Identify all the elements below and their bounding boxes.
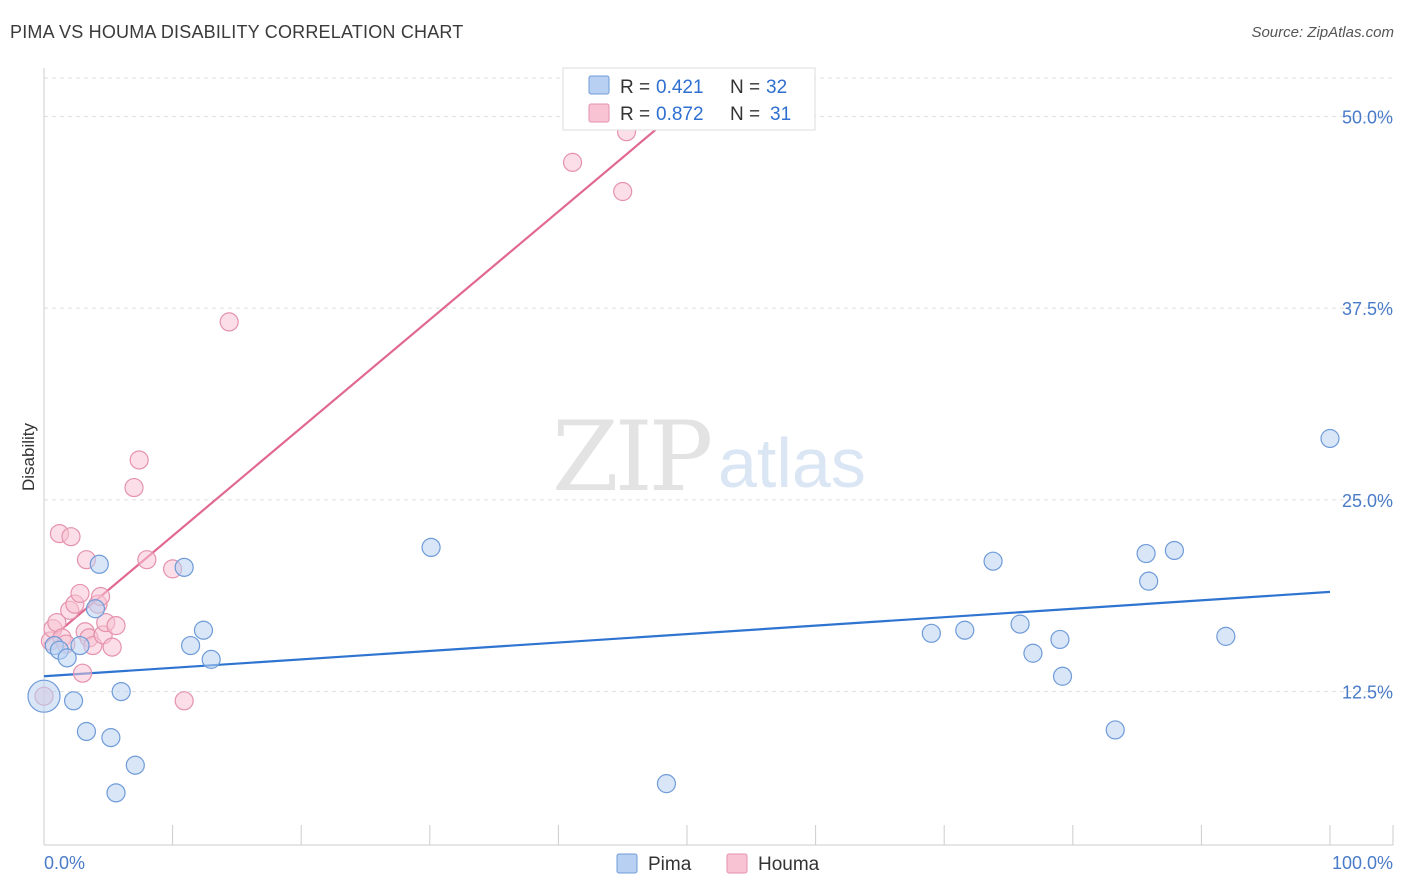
series-legend-swatch-pima: [616, 853, 638, 874]
points-layer: [27, 122, 1340, 803]
data-point-pima: [1052, 666, 1073, 686]
watermark-zip: ZIP: [552, 401, 711, 513]
data-point-pima: [193, 620, 214, 640]
series-legend: Pima Houma: [616, 853, 820, 875]
y-tick-label: 12.5%: [1342, 683, 1393, 703]
data-point-houma: [613, 181, 633, 202]
trendline-pima: [43, 590, 1331, 678]
data-point-pima: [101, 728, 121, 748]
legend-swatch-pima: [588, 75, 610, 95]
data-point-pima: [27, 679, 61, 713]
legend-pima-r-label: R =: [620, 77, 650, 98]
data-point-pima: [421, 537, 441, 558]
data-point-pima: [1050, 629, 1070, 650]
data-point-pima: [1164, 540, 1184, 561]
data-point-pima: [111, 681, 131, 702]
grid-layer: 12.5% 25.0% 37.5% 50.0%: [44, 77, 1393, 703]
trendline-houma: [43, 115, 673, 645]
series-legend-swatch-houma: [726, 853, 748, 874]
data-point-pima: [89, 554, 109, 574]
data-point-houma: [129, 450, 149, 470]
data-point-pima: [1320, 428, 1340, 449]
x-tick-label-min: 0.0%: [44, 853, 85, 873]
data-point-pima: [76, 721, 97, 742]
data-point-pima: [63, 691, 84, 711]
data-point-pima: [1139, 571, 1159, 591]
data-point-pima: [85, 599, 106, 619]
data-point-pima: [57, 648, 77, 668]
data-point-pima: [174, 557, 194, 577]
data-point-pima: [1023, 643, 1043, 663]
y-tick-label: 25.0%: [1342, 491, 1393, 511]
data-point-pima: [1136, 543, 1156, 564]
data-point-houma: [124, 477, 144, 498]
data-point-houma: [562, 152, 583, 172]
data-point-pima: [1216, 626, 1236, 646]
data-point-pima: [656, 774, 677, 794]
legend-houma-n-value: 31: [770, 104, 791, 125]
data-point-houma: [106, 616, 126, 636]
chart-title: PIMA VS HOUMA DISABILITY CORRELATION CHA…: [10, 22, 464, 42]
legend-houma-r-value: 0.872: [656, 104, 704, 125]
data-point-pima: [106, 783, 126, 803]
series-legend-label-pima: Pima: [648, 854, 692, 875]
series-legend-label-houma: Houma: [758, 854, 820, 875]
data-point-houma: [70, 583, 90, 604]
legend-pima-n-value: 32: [766, 77, 787, 98]
legend-houma-n-label: N =: [730, 104, 760, 125]
data-point-pima: [181, 635, 201, 656]
data-point-houma: [61, 527, 81, 547]
data-point-pima: [70, 635, 90, 656]
legend-pima-n-label: N =: [730, 77, 760, 98]
correlation-legend: R = 0.421 N = 32 R = 0.872 N = 31: [562, 67, 816, 131]
watermark: ZIP atlas: [552, 401, 866, 513]
chart-source: Source: ZipAtlas.com: [1251, 24, 1394, 41]
legend-pima-r-value: 0.421: [656, 77, 704, 98]
data-point-houma: [102, 637, 122, 657]
watermark-atlas: atlas: [718, 424, 866, 502]
y-tick-label: 50.0%: [1342, 107, 1393, 127]
data-point-pima: [955, 620, 975, 640]
y-axis-title: Disability: [19, 422, 38, 491]
data-point-pima: [1010, 614, 1030, 634]
data-point-pima: [1105, 720, 1125, 740]
legend-swatch-houma: [588, 103, 610, 123]
data-point-houma: [219, 312, 239, 332]
data-point-houma: [72, 663, 93, 683]
x-tick-label-max: 100.0%: [1332, 853, 1393, 873]
data-point-pima: [983, 551, 1003, 571]
data-point-houma: [137, 550, 157, 570]
trend-layer: [43, 115, 1331, 678]
data-point-houma: [174, 691, 194, 711]
data-point-pima: [921, 623, 941, 643]
axis-layer: [43, 68, 1394, 846]
y-tick-label: 37.5%: [1342, 299, 1393, 319]
data-point-pima: [201, 649, 221, 669]
legend-houma-r-label: R =: [620, 104, 650, 125]
data-point-pima: [125, 755, 145, 775]
